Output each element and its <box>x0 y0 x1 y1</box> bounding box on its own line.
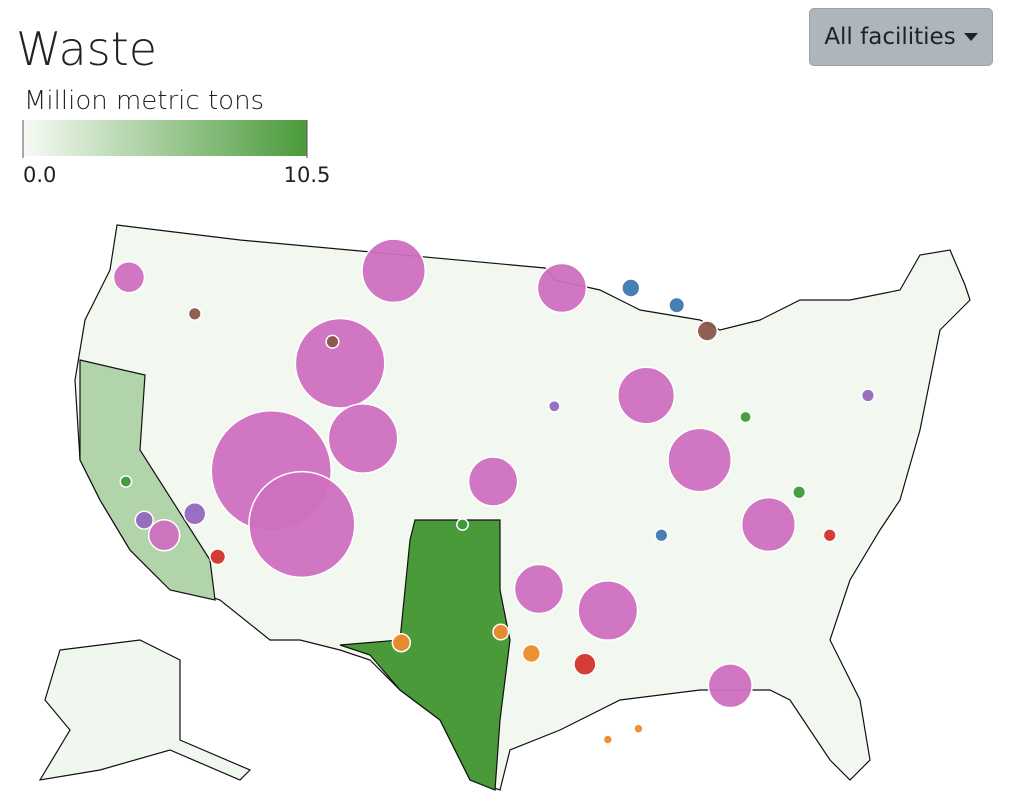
legend-tick-label: 10.5 <box>284 163 331 187</box>
facility <box>327 403 399 474</box>
facility <box>668 296 686 314</box>
facility <box>119 475 133 488</box>
legend-ramp <box>23 120 307 156</box>
facility <box>707 663 753 709</box>
facility <box>547 399 561 413</box>
region <box>74 224 971 791</box>
dropdown-label: All facilities <box>824 24 956 50</box>
facility <box>617 366 676 425</box>
dropdown[interactable]: All facilities <box>809 8 993 66</box>
facility <box>467 456 519 507</box>
facility <box>633 723 644 734</box>
facility <box>621 278 641 298</box>
region <box>38 639 252 781</box>
facility <box>739 410 752 424</box>
facility <box>325 334 340 349</box>
facility <box>536 262 588 314</box>
facility <box>294 317 386 409</box>
facility <box>147 519 181 552</box>
facility <box>456 518 469 531</box>
facility <box>209 548 227 566</box>
facility <box>792 485 807 500</box>
facility <box>112 261 146 294</box>
legend-tick-label: 0.0 <box>23 163 56 187</box>
legend-title: Million metric tons <box>24 86 265 116</box>
facility <box>654 528 669 543</box>
facility <box>187 306 202 321</box>
facilities <box>112 238 876 745</box>
facility <box>521 643 542 664</box>
regions <box>38 224 971 791</box>
facility <box>822 528 837 543</box>
facility <box>860 388 876 403</box>
facility <box>513 563 565 615</box>
facility <box>577 580 639 641</box>
facility <box>361 238 427 304</box>
region <box>339 519 511 791</box>
facility <box>696 320 719 342</box>
facility <box>391 633 411 653</box>
facility <box>492 623 510 641</box>
facility <box>740 496 797 553</box>
facility <box>183 502 207 526</box>
facility <box>248 470 356 579</box>
region <box>79 359 216 601</box>
facility <box>602 734 614 745</box>
facility <box>134 510 154 530</box>
legend-axis: 0.0 10.5 <box>22 120 331 187</box>
facility <box>573 652 597 676</box>
facility <box>667 427 733 493</box>
title: Waste <box>16 22 158 76</box>
caret <box>963 33 978 41</box>
